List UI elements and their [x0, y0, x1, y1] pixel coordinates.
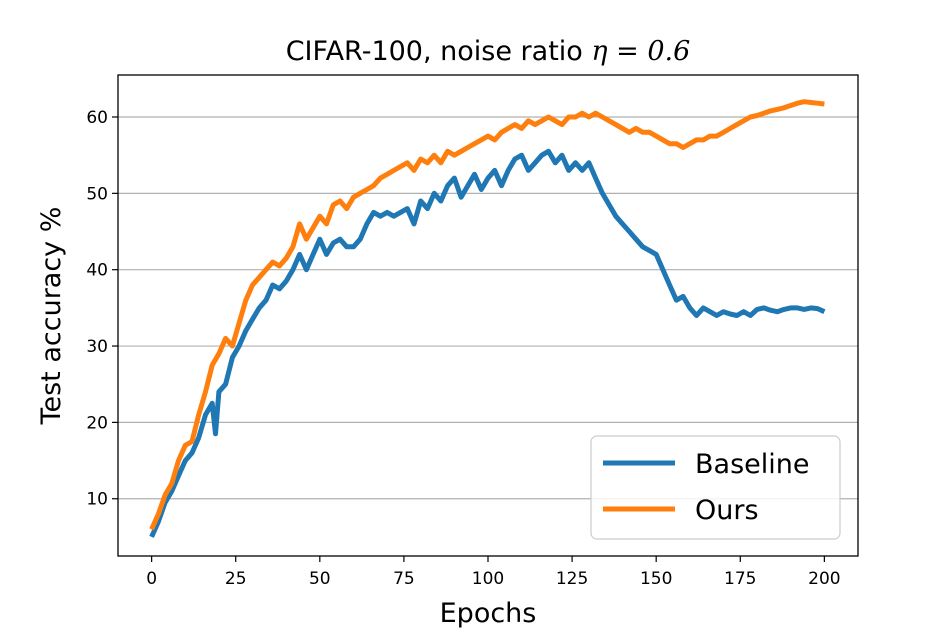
y-axis-label: Test accuracy %	[36, 207, 67, 426]
series-line-baseline	[149, 148, 826, 538]
legend-label-baseline: Baseline	[695, 449, 809, 480]
y-tick-label: 50	[86, 184, 108, 204]
y-tick-label: 20	[86, 413, 108, 433]
x-tick-label: 75	[393, 569, 415, 589]
legend: Baseline Ours	[590, 435, 841, 540]
x-axis-label: Epochs	[440, 598, 537, 629]
series-line-ours	[149, 99, 825, 531]
chart-title-text: CIFAR-100, noise ratio	[286, 36, 592, 67]
x-axis-ticks: 0 25 50 75 100 125 150 175 200	[146, 556, 841, 589]
chart-title: CIFAR-100, noise ratio η = 0.6	[286, 36, 691, 67]
y-tick-label: 10	[86, 490, 108, 510]
x-tick-label: 125	[556, 569, 588, 589]
x-tick-label: 150	[640, 569, 672, 589]
x-tick-label: 200	[808, 569, 840, 589]
chart-title-math: η = 0.6	[591, 36, 690, 67]
y-axis-ticks: 10 20 30 40 50 60	[86, 108, 118, 510]
x-tick-label: 175	[724, 569, 756, 589]
x-tick-label: 0	[146, 569, 157, 589]
x-tick-label: 25	[225, 569, 247, 589]
x-tick-label: 50	[309, 569, 331, 589]
y-tick-label: 30	[86, 337, 108, 357]
series-lines	[149, 99, 826, 538]
legend-label-ours: Ours	[695, 495, 759, 526]
x-tick-label: 100	[472, 569, 504, 589]
y-tick-label: 40	[86, 261, 108, 281]
y-tick-label: 60	[86, 108, 108, 128]
